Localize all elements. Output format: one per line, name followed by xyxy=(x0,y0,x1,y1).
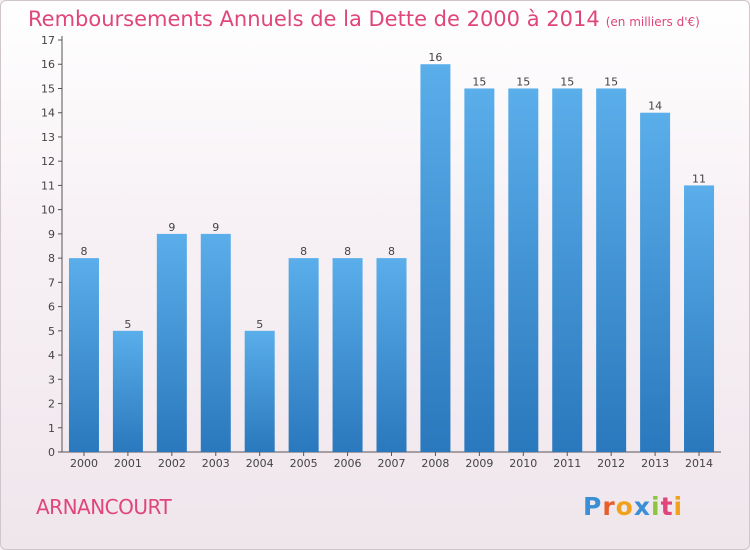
y-tick-label: 16 xyxy=(41,58,55,71)
bar xyxy=(420,64,451,452)
data-label: 11 xyxy=(692,172,706,185)
x-tick-label: 2010 xyxy=(509,457,537,470)
x-tick-label: 2001 xyxy=(114,457,142,470)
x-tick-label: 2007 xyxy=(378,457,406,470)
y-tick-label: 10 xyxy=(41,204,55,217)
y-tick-label: 7 xyxy=(48,276,55,289)
y-tick-label: 4 xyxy=(48,349,55,362)
x-tick-label: 2004 xyxy=(246,457,274,470)
bar xyxy=(376,258,407,452)
bar xyxy=(332,258,363,452)
bar xyxy=(508,88,539,453)
data-label: 15 xyxy=(516,75,530,88)
logo-letter: i xyxy=(651,492,661,521)
bar xyxy=(156,233,187,452)
data-label: 8 xyxy=(344,245,351,258)
bar xyxy=(684,185,715,453)
data-label: 15 xyxy=(604,75,618,88)
data-label: 8 xyxy=(80,245,87,258)
y-tick-label: 3 xyxy=(48,373,55,386)
chart-title-unit: (en milliers d'€) xyxy=(605,15,700,29)
data-label: 15 xyxy=(560,75,574,88)
bar xyxy=(200,233,231,452)
y-tick-label: 17 xyxy=(41,34,55,47)
x-tick-label: 2002 xyxy=(158,457,186,470)
chart-title-main: Remboursements Annuels de la Dette de 20… xyxy=(28,7,600,31)
bar xyxy=(288,258,319,452)
y-tick-label: 5 xyxy=(48,325,55,338)
x-tick-label: 2000 xyxy=(70,457,98,470)
data-label: 5 xyxy=(124,318,131,331)
data-label: 15 xyxy=(472,75,486,88)
x-tick-label: 2012 xyxy=(597,457,625,470)
bar xyxy=(552,88,583,453)
x-tick-label: 2011 xyxy=(553,457,581,470)
y-tick-label: 9 xyxy=(48,228,55,241)
x-tick-label: 2003 xyxy=(202,457,230,470)
data-label: 9 xyxy=(212,221,219,234)
logo-letter: x xyxy=(633,492,651,521)
x-tick-label: 2014 xyxy=(685,457,713,470)
data-label: 8 xyxy=(300,245,307,258)
bar xyxy=(464,88,495,453)
y-tick-label: 8 xyxy=(48,252,55,265)
x-tick-label: 2006 xyxy=(334,457,362,470)
logo-letter: t xyxy=(660,492,674,521)
commune-name: ARNANCOURT xyxy=(36,495,172,519)
data-label: 16 xyxy=(428,51,442,64)
x-tick-label: 2009 xyxy=(465,457,493,470)
y-tick-label: 14 xyxy=(41,107,55,120)
logo-letter: P xyxy=(583,492,603,521)
y-tick-label: 6 xyxy=(48,301,55,314)
proxiti-logo: Proxiti xyxy=(583,492,683,521)
y-tick-label: 1 xyxy=(48,422,55,435)
y-tick-label: 15 xyxy=(41,82,55,95)
x-tick-label: 2013 xyxy=(641,457,669,470)
x-tick-label: 2008 xyxy=(421,457,449,470)
y-tick-label: 2 xyxy=(48,398,55,411)
data-label: 14 xyxy=(648,100,662,113)
logo-letter: r xyxy=(602,492,616,521)
y-tick-label: 0 xyxy=(48,446,55,459)
data-label: 5 xyxy=(256,318,263,331)
bar xyxy=(244,330,275,452)
y-tick-label: 12 xyxy=(41,155,55,168)
bar xyxy=(640,112,671,453)
data-label: 9 xyxy=(168,221,175,234)
data-label: 8 xyxy=(388,245,395,258)
bar xyxy=(68,258,99,452)
chart-title: Remboursements Annuels de la Dette de 20… xyxy=(28,7,700,31)
logo-letter: i xyxy=(673,492,684,521)
logo-letter: o xyxy=(615,492,634,521)
bar xyxy=(596,88,627,453)
y-tick-label: 11 xyxy=(41,179,55,192)
y-tick-label: 13 xyxy=(41,131,55,144)
bar xyxy=(112,330,143,452)
x-tick-label: 2005 xyxy=(290,457,318,470)
